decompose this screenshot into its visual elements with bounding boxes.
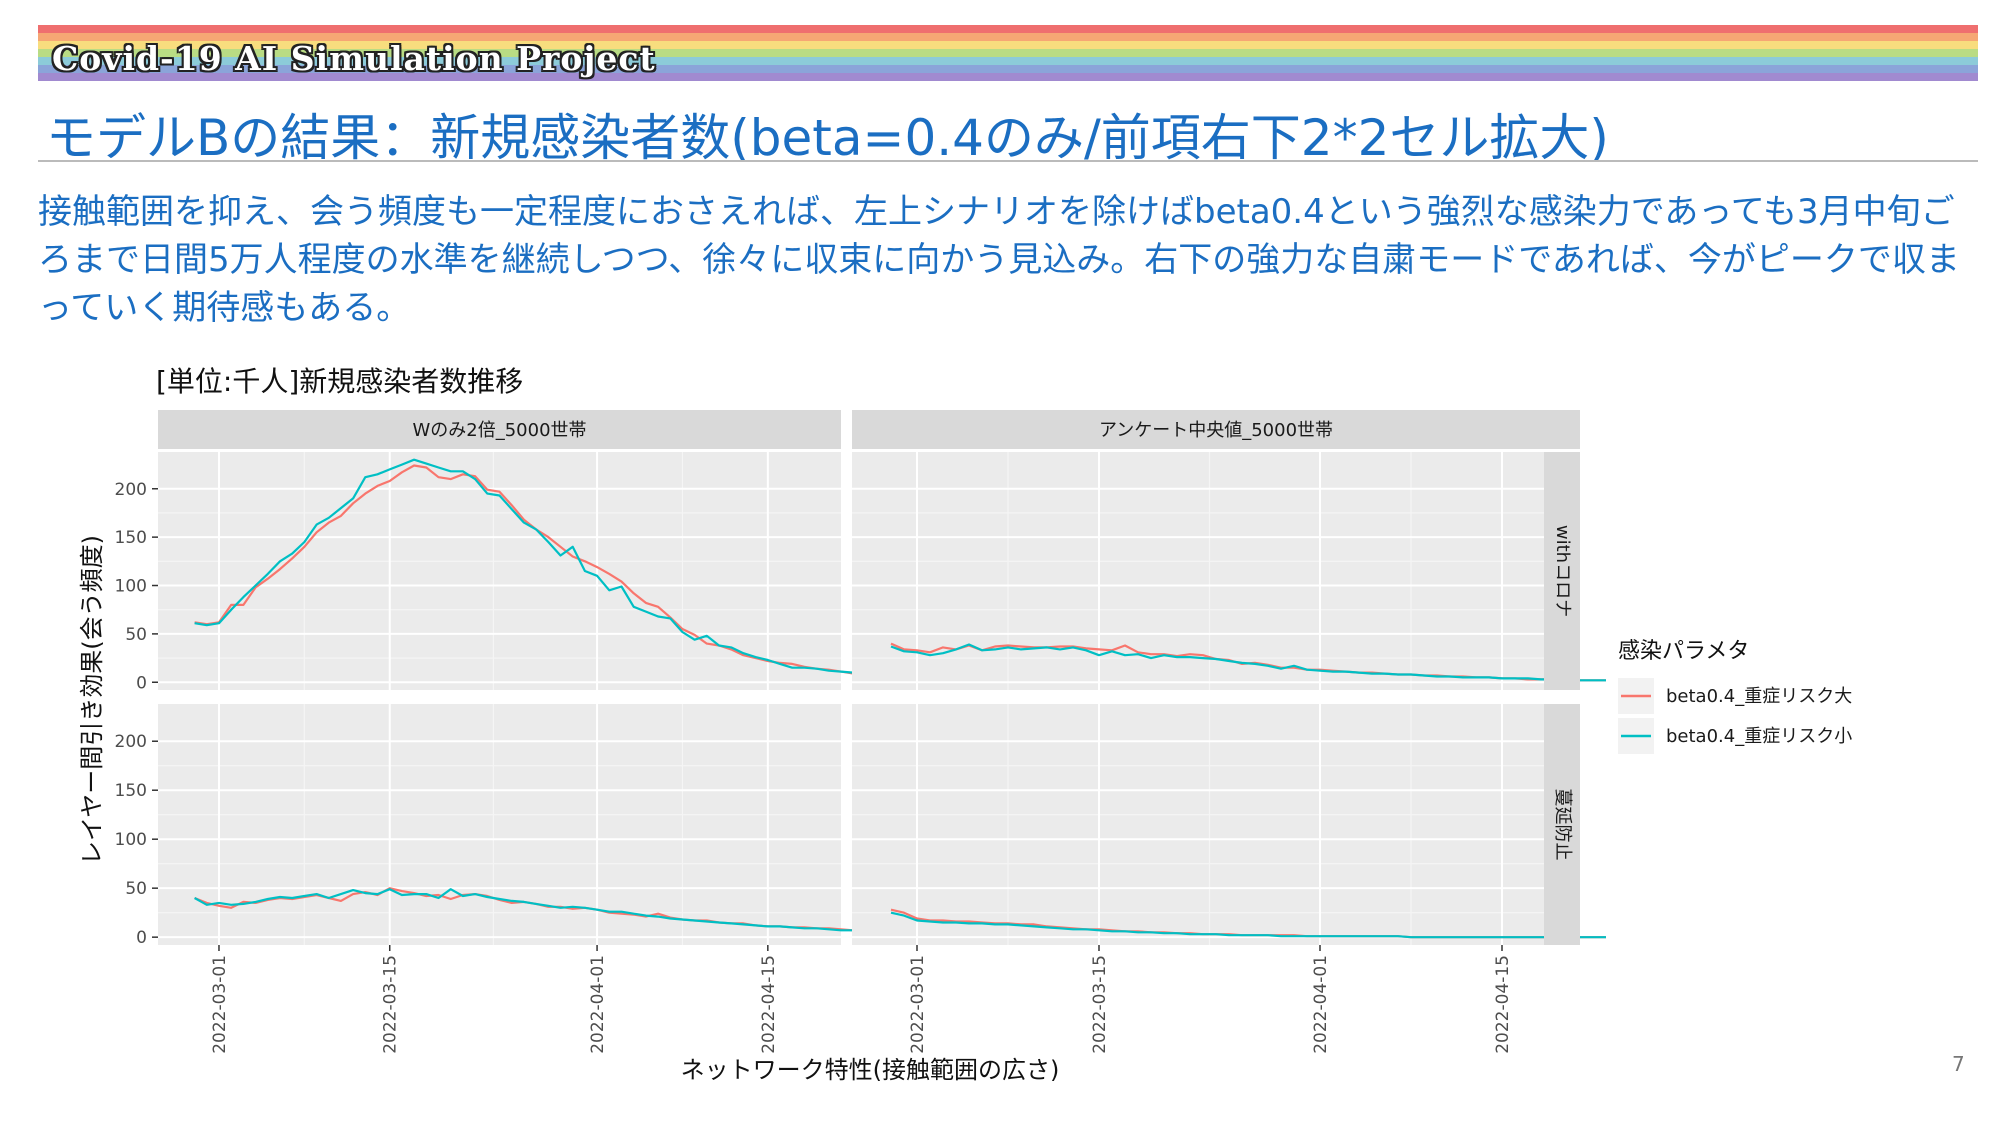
facet-column-strip bbox=[852, 410, 1580, 449]
facet-row-label: withコロナ bbox=[1552, 525, 1573, 617]
y-tick-label: 150 bbox=[115, 781, 147, 801]
series-line bbox=[890, 643, 1606, 682]
title-divider bbox=[38, 160, 1978, 162]
x-tick-label: 2022-04-01 bbox=[1311, 955, 1331, 1054]
rainbow-stripe bbox=[38, 25, 1978, 33]
x-tick-label: 2022-04-15 bbox=[759, 955, 779, 1054]
rainbow-stripe bbox=[38, 49, 1978, 57]
series-line bbox=[194, 458, 939, 680]
facet-panel bbox=[158, 704, 927, 945]
series-line bbox=[890, 911, 1606, 939]
x-axis-title: ネットワーク特性(接触範囲の広さ) bbox=[681, 1056, 1060, 1084]
facet-panel bbox=[852, 704, 1606, 945]
facet-column-strip bbox=[158, 410, 841, 449]
y-tick-label: 0 bbox=[136, 673, 147, 693]
legend-entry-label: beta0.4_重症リスク小 bbox=[1666, 726, 1852, 747]
panel-background bbox=[852, 704, 1580, 945]
rainbow-header-bar bbox=[38, 25, 1978, 89]
rainbow-stripe bbox=[38, 41, 1978, 49]
chart-title: [単位:千人]新規感染者数推移 bbox=[156, 365, 524, 398]
facet-panel bbox=[852, 452, 1606, 690]
project-brand: Covid-19 AI Simulation Project bbox=[52, 39, 656, 78]
y-tick-label: 0 bbox=[136, 928, 147, 948]
x-tick-label: 2022-03-01 bbox=[210, 955, 230, 1054]
facet-row-strip bbox=[1544, 704, 1580, 945]
x-tick-label: 2022-04-01 bbox=[588, 955, 608, 1054]
y-axis-title: レイヤー間引き効果(会う頻度) bbox=[78, 535, 106, 865]
panel-background bbox=[158, 452, 841, 690]
rainbow-stripe bbox=[38, 65, 1978, 73]
facet-row-strip bbox=[1544, 452, 1580, 690]
y-tick-label: 200 bbox=[115, 732, 147, 752]
y-tick-label: 50 bbox=[125, 879, 147, 899]
rainbow-stripe bbox=[38, 57, 1978, 65]
legend-entry-label: beta0.4_重症リスク大 bbox=[1666, 686, 1852, 707]
summary-text: 接触範囲を抑え、会う頻度も一定程度におさえれば、左上シナリオを除けばbeta0.… bbox=[38, 192, 1960, 328]
page-title: モデルBの結果：新規感染者数(beta=0.4のみ/前項右下2*2セル拡大) bbox=[46, 109, 1609, 167]
rainbow-stripe bbox=[38, 73, 1978, 81]
y-tick-label: 200 bbox=[115, 480, 147, 500]
panel-background bbox=[158, 704, 841, 945]
page-number: 7 bbox=[1952, 1052, 1965, 1076]
y-tick-label: 100 bbox=[115, 830, 147, 850]
y-tick-label: 100 bbox=[115, 577, 147, 597]
x-tick-label: 2022-03-15 bbox=[1090, 955, 1110, 1054]
x-tick-label: 2022-04-15 bbox=[1493, 955, 1513, 1054]
facet-column-label: Wのみ2倍_5000世帯 bbox=[412, 420, 586, 441]
panel-background bbox=[852, 452, 1580, 690]
y-tick-label: 50 bbox=[125, 625, 147, 645]
x-tick-label: 2022-03-15 bbox=[381, 955, 401, 1054]
legend-title: 感染パラメタ bbox=[1618, 639, 1749, 664]
series-line bbox=[194, 888, 927, 935]
y-tick-label: 150 bbox=[115, 528, 147, 548]
facet-column-label: アンケート中央値_5000世帯 bbox=[1099, 420, 1333, 441]
rainbow-stripe bbox=[38, 33, 1978, 41]
facet-panel bbox=[158, 452, 939, 690]
facet-row-label: 蔓延防止 bbox=[1552, 789, 1573, 861]
x-tick-label: 2022-03-01 bbox=[908, 955, 928, 1054]
